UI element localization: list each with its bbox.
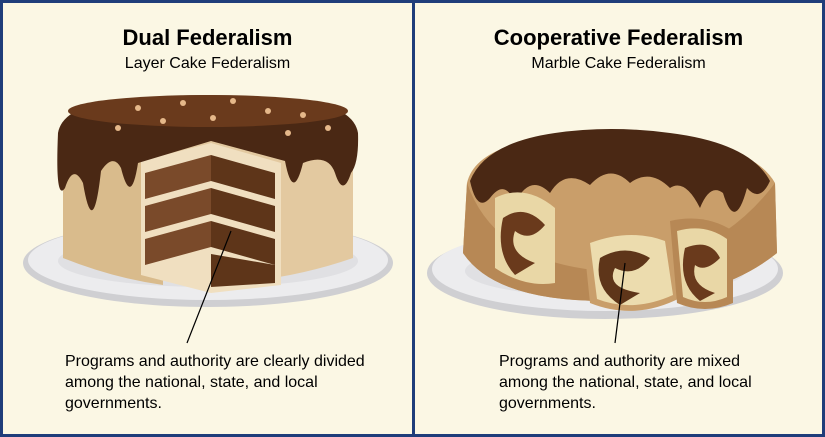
panel-title: Dual Federalism xyxy=(122,25,293,50)
panel-title: Cooperative Federalism xyxy=(493,25,744,50)
cooperative-federalism-panel: Cooperative Federalism Marble Cake Feder… xyxy=(415,3,822,434)
dual-federalism-panel: Dual Federalism Layer Cake Federalism Pr… xyxy=(3,3,412,434)
panel-caption: Programs and authority are mixed among t… xyxy=(499,353,752,412)
layer-cake-icon xyxy=(23,95,393,344)
marble-bundt-cake-icon xyxy=(427,129,783,344)
panel-subtitle: Layer Cake Federalism xyxy=(124,55,291,72)
panel-subtitle: Marble Cake Federalism xyxy=(531,55,706,72)
panel-caption: Programs and authority are clearly divid… xyxy=(65,353,365,412)
panel-divider xyxy=(412,3,415,434)
